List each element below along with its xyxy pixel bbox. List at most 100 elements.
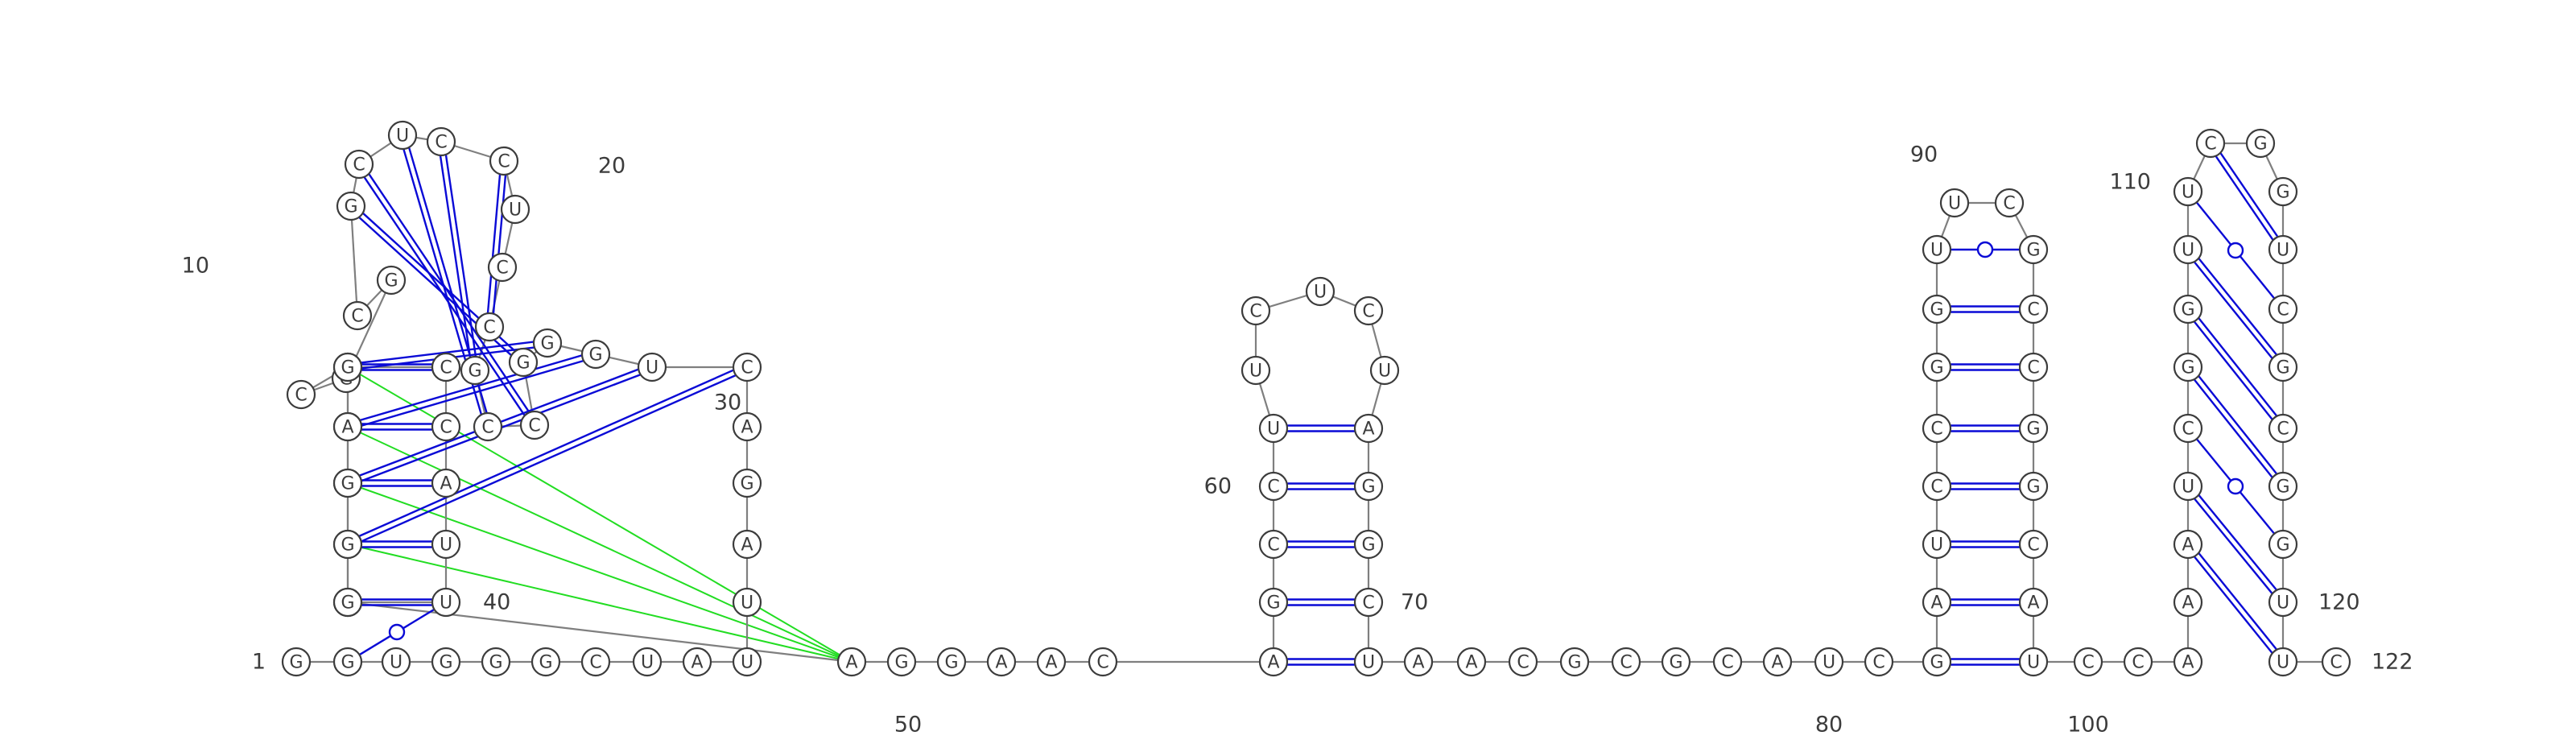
nucleotide-83: A xyxy=(1922,587,1952,618)
nucleotide-110: U xyxy=(2173,176,2203,207)
nucleotide-84: U xyxy=(1922,529,1952,560)
nucleotide-64: U xyxy=(1305,276,1335,307)
nucleotide-32: G xyxy=(376,265,407,296)
nucleotide-4: G xyxy=(431,647,461,677)
nucleotide-base: U xyxy=(509,200,522,221)
nucleotide-53: G xyxy=(936,647,967,677)
nucleotide-base: A xyxy=(845,653,857,673)
nucleotide-base: G xyxy=(944,653,958,673)
nucleotide-circle xyxy=(1661,647,1691,677)
nucleotide-base: C xyxy=(1362,302,1374,322)
nucleotide-92: G xyxy=(2018,234,2049,265)
base-pair-line xyxy=(368,173,530,413)
nucleotide-98: A xyxy=(2018,587,2049,618)
nucleotide-circle xyxy=(2268,176,2298,207)
nucleotide-circle xyxy=(376,265,407,296)
nucleotide-base: G xyxy=(341,474,354,494)
nucleotide-22: G xyxy=(460,355,490,386)
nucleotide-base: U xyxy=(2277,241,2289,261)
nucleotide-base: C xyxy=(435,133,447,153)
nucleotide-58: G xyxy=(1258,587,1289,618)
position-label-80: 80 xyxy=(1815,713,1843,738)
base-pair-line xyxy=(2193,320,2273,420)
nucleotide-base: G xyxy=(1669,653,1682,673)
nucleotide-base: A xyxy=(1412,653,1424,673)
nucleotide-circle xyxy=(2018,294,2049,324)
nucleotide-base: C xyxy=(2082,653,2094,673)
nucleotide-circle xyxy=(1088,647,1118,677)
nucleotide-base: C xyxy=(481,418,493,438)
nucleotide-circle xyxy=(2018,471,2049,502)
nucleotide-circle xyxy=(2018,413,2049,444)
nucleotide-base: U xyxy=(1823,653,1835,673)
nucleotide-6: G xyxy=(530,647,561,677)
nucleotide-99: U xyxy=(2018,647,2049,677)
nucleotide-circle xyxy=(2268,294,2298,324)
nucleotide-95: G xyxy=(2018,413,2049,444)
nucleotide-circle xyxy=(1864,647,1894,677)
nucleotide-circle xyxy=(2173,529,2203,560)
nucleotide-circle xyxy=(2018,647,2049,677)
base-pair-line xyxy=(2198,258,2277,356)
nucleotide-circle xyxy=(1762,647,1793,677)
nucleotide-base: C xyxy=(1930,420,1942,440)
nucleotide-circle xyxy=(2173,352,2203,382)
nucleotide-circle xyxy=(344,149,374,180)
nucleotide-base: A xyxy=(995,653,1007,673)
nucleotide-52: G xyxy=(886,647,917,677)
nucleotide-circle xyxy=(637,352,667,382)
nucleotide-27: C xyxy=(426,126,456,157)
nucleotide-circle xyxy=(460,355,490,386)
nucleotide-circle xyxy=(1922,234,1952,265)
nucleotide-base: G xyxy=(539,653,552,673)
nucleotide-59: C xyxy=(1258,529,1289,560)
nucleotide-base: U xyxy=(1948,194,1961,214)
nucleotide-circle xyxy=(732,587,762,618)
nucleotide-circle xyxy=(332,587,363,618)
nucleotide-120: U xyxy=(2268,587,2298,618)
nucleotide-base: G xyxy=(2276,358,2289,378)
nucleotide-circle xyxy=(530,647,561,677)
tertiary-interactions xyxy=(347,366,852,663)
nucleotide-circle xyxy=(1814,647,1844,677)
base-pair-line xyxy=(2198,552,2277,651)
nucleotide-19: G xyxy=(508,347,539,378)
nucleotide-54: A xyxy=(986,647,1017,677)
tertiary-interaction-line xyxy=(347,366,852,663)
position-label-110: 110 xyxy=(2109,170,2151,195)
nucleotide-base: G xyxy=(1930,358,1943,378)
nucleotide-base: C xyxy=(483,318,495,338)
nucleotide-31: C xyxy=(342,300,373,331)
nucleotide-base: U xyxy=(440,535,452,556)
nucleotide-50: G xyxy=(332,587,363,618)
nucleotide-11: U xyxy=(732,587,762,618)
nucleotide-base: G xyxy=(894,653,908,673)
nucleotides: GGUGGGCUAUUAGACUGGGCCGCCUCCUCGCGGCGGGGAU… xyxy=(281,120,2351,677)
nucleotide-circle xyxy=(2123,647,2153,677)
nucleotide-base: C xyxy=(1517,653,1529,673)
nucleotide-circle xyxy=(431,529,461,560)
nucleotide-circle xyxy=(431,468,461,498)
position-label-50: 50 xyxy=(894,713,922,738)
nucleotide-circle xyxy=(580,339,611,370)
wobble-pair-marker xyxy=(1976,241,1994,258)
nucleotide-base: G xyxy=(2181,300,2194,320)
nucleotide-49: G xyxy=(332,529,363,560)
nucleotide-10: U xyxy=(732,647,762,677)
nucleotide-88: G xyxy=(1922,294,1952,324)
nucleotide-circle xyxy=(1922,294,1952,324)
tertiary-interaction-line xyxy=(347,482,852,663)
nucleotide-61: U xyxy=(1258,413,1289,444)
nucleotide-base: U xyxy=(641,653,654,673)
nucleotide-circle xyxy=(2173,647,2203,677)
nucleotide-base: U xyxy=(1314,283,1327,303)
nucleotide-circle xyxy=(1403,647,1434,677)
nucleotide-72: A xyxy=(1403,647,1434,677)
nucleotide-circle xyxy=(1922,647,1952,677)
nucleotide-circle xyxy=(580,647,611,677)
nucleotide-circle xyxy=(2321,647,2351,677)
nucleotide-circle xyxy=(2173,471,2203,502)
nucleotide-9: A xyxy=(682,647,712,677)
nucleotide-circle xyxy=(732,411,762,442)
nucleotide-base: G xyxy=(468,362,481,382)
